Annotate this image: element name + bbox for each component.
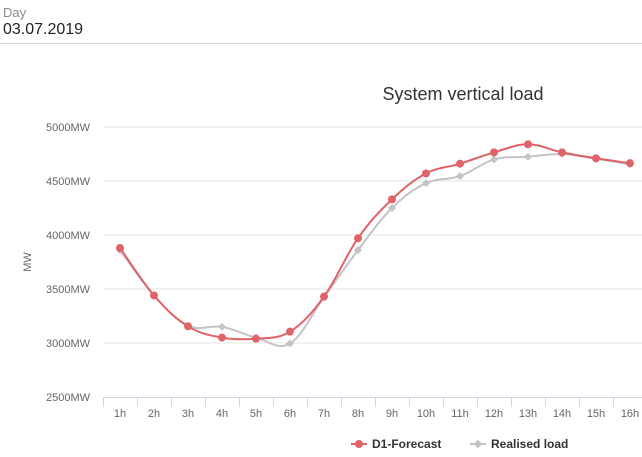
data-point-d1-forecast (150, 291, 158, 300)
y-tick-label: 2500MW (46, 392, 91, 404)
y-tick-label: 4500MW (46, 176, 91, 188)
x-tick-label: 14h (553, 408, 571, 420)
data-point-d1-forecast (592, 154, 600, 163)
y-tick-label: 5000MW (46, 122, 91, 134)
data-point-d1-forecast (490, 148, 498, 157)
data-point-realised-load (524, 152, 532, 161)
data-point-realised-load (218, 322, 226, 331)
data-point-d1-forecast (218, 333, 226, 342)
day-label: Day (3, 5, 27, 20)
y-tick-label: 3500MW (46, 284, 91, 296)
x-tick-label: 16h (621, 408, 639, 420)
legend-label: D1-Forecast (372, 436, 442, 451)
x-tick-label: 8h (352, 408, 364, 420)
chart-legend: D1-Forecast Realised load (0, 436, 642, 454)
data-point-realised-load (286, 339, 294, 348)
legend-label: Realised load (491, 436, 569, 451)
data-point-d1-forecast (286, 327, 294, 336)
data-point-realised-load (388, 204, 396, 212)
legend-item-d1-forecast[interactable]: D1-Forecast (351, 436, 441, 451)
data-point-d1-forecast (116, 243, 124, 252)
data-point-realised-load (456, 172, 464, 181)
x-tick-label: 6h (284, 408, 296, 420)
x-tick-label: 9h (386, 408, 398, 420)
series-line-d1-forecast (119, 143, 631, 341)
x-tick-label: 13h (519, 408, 537, 420)
series-line-realised-load (119, 152, 631, 348)
data-point-d1-forecast (388, 195, 396, 204)
day-input[interactable] (3, 21, 303, 39)
x-tick-label: 7h (318, 408, 330, 420)
data-point-d1-forecast (320, 292, 328, 301)
load-chart: System vertical load 2500MW 3000MW 3500MW 40… (22, 84, 642, 420)
data-point-d1-forecast (252, 334, 260, 343)
x-tick-label: 11h (451, 408, 469, 420)
data-point-d1-forecast (524, 140, 532, 149)
x-tick-label: 4h (216, 408, 228, 420)
x-tick-label: 10h (417, 408, 435, 420)
x-tick-label: 1h (114, 408, 126, 420)
legend-symbol (470, 438, 486, 450)
x-tick-label: 2h (148, 408, 160, 420)
data-point-d1-forecast (456, 159, 464, 168)
x-tick-label: 15h (587, 408, 605, 420)
y-axis-label: MW (22, 252, 34, 272)
data-point-realised-load (422, 179, 430, 188)
y-tick-label: 3000MW (46, 338, 91, 350)
day-picker: Day (0, 0, 642, 44)
data-point-realised-load (490, 155, 498, 164)
x-tick-label: 3h (182, 408, 194, 420)
x-tick-label: 12h (485, 408, 503, 420)
legend-item-realised-load[interactable]: Realised load (470, 436, 568, 451)
data-point-realised-load (354, 246, 362, 255)
data-point-d1-forecast (422, 169, 430, 178)
data-point-d1-forecast (184, 322, 192, 331)
y-tick-label: 4000MW (46, 230, 91, 242)
data-point-d1-forecast (354, 234, 362, 243)
data-point-d1-forecast (558, 148, 566, 157)
data-point-d1-forecast (626, 159, 634, 168)
chart-title: System vertical load (382, 84, 543, 104)
legend-symbol (351, 438, 367, 450)
x-tick-label: 5h (250, 408, 262, 420)
